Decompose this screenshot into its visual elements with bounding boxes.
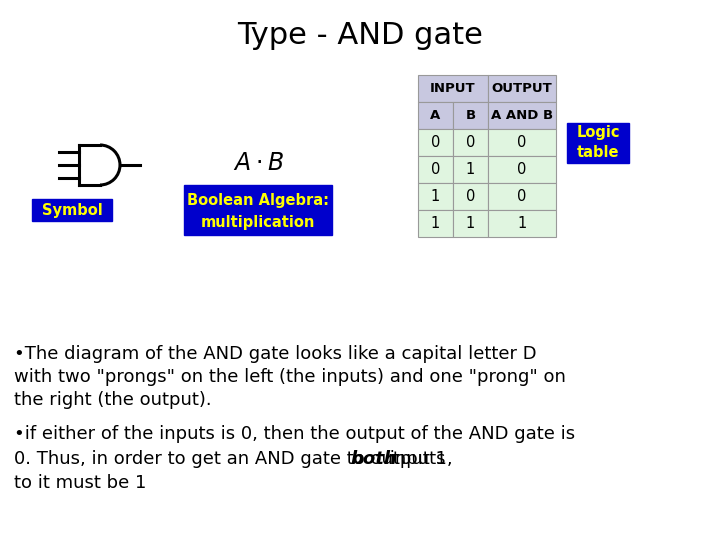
FancyBboxPatch shape [418,183,453,210]
FancyBboxPatch shape [453,183,488,210]
FancyBboxPatch shape [453,102,488,129]
FancyBboxPatch shape [453,129,488,156]
FancyBboxPatch shape [488,156,556,183]
Text: 1: 1 [466,162,475,177]
Text: multiplication: multiplication [201,214,315,230]
FancyBboxPatch shape [488,183,556,210]
FancyBboxPatch shape [488,102,556,129]
FancyBboxPatch shape [488,210,556,237]
Text: 0: 0 [466,135,475,150]
Text: 1: 1 [518,216,526,231]
Text: INPUT: INPUT [430,82,476,95]
FancyBboxPatch shape [453,156,488,183]
FancyBboxPatch shape [184,185,332,235]
FancyBboxPatch shape [567,123,629,163]
Text: 0: 0 [517,135,527,150]
Text: Boolean Algebra:: Boolean Algebra: [187,192,329,207]
FancyBboxPatch shape [418,102,453,129]
Text: 1: 1 [466,216,475,231]
Text: 0. Thus, in order to get an AND gate to output 1,: 0. Thus, in order to get an AND gate to … [14,450,459,468]
Text: Logic
table: Logic table [576,125,620,160]
Text: 0: 0 [431,135,440,150]
Text: to it must be 1: to it must be 1 [14,474,146,492]
FancyBboxPatch shape [453,210,488,237]
FancyBboxPatch shape [418,210,453,237]
Text: 0: 0 [517,189,527,204]
Text: both: both [350,450,397,468]
FancyBboxPatch shape [418,75,488,102]
Text: 1: 1 [431,189,440,204]
FancyBboxPatch shape [32,199,112,221]
Text: inputs: inputs [384,450,446,468]
Text: •The diagram of the AND gate looks like a capital letter D
with two "prongs" on : •The diagram of the AND gate looks like … [14,345,566,409]
FancyBboxPatch shape [418,156,453,183]
FancyBboxPatch shape [488,129,556,156]
Text: B: B [465,109,476,122]
Text: 0: 0 [517,162,527,177]
Text: 1: 1 [431,216,440,231]
Text: $A \cdot B$: $A \cdot B$ [233,151,284,175]
FancyBboxPatch shape [418,129,453,156]
Text: 0: 0 [431,162,440,177]
Text: Type - AND gate: Type - AND gate [237,21,483,50]
Text: •if either of the inputs is 0, then the output of the AND gate is: •if either of the inputs is 0, then the … [14,426,575,443]
Text: A AND B: A AND B [491,109,553,122]
Text: A: A [431,109,441,122]
FancyBboxPatch shape [488,75,556,102]
Text: Symbol: Symbol [42,202,102,218]
Text: OUTPUT: OUTPUT [492,82,552,95]
Text: 0: 0 [466,189,475,204]
